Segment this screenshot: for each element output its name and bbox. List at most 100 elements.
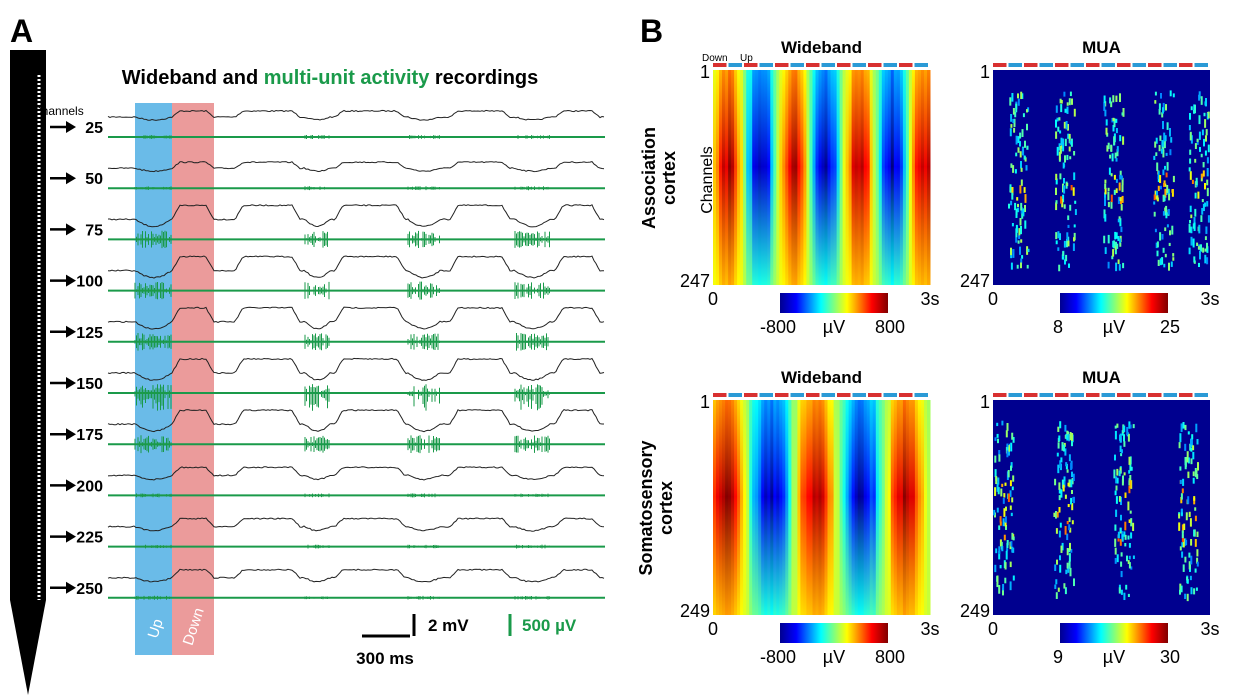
panel-label: A — [10, 13, 33, 49]
mua-cell — [1204, 150, 1207, 156]
mua-cell — [1019, 185, 1022, 194]
mua-cell — [1116, 423, 1119, 428]
heatmap-column — [914, 400, 919, 615]
mua-cell — [1189, 171, 1192, 180]
mua-cell — [1104, 214, 1107, 222]
heatmap-column — [782, 70, 786, 285]
mua-cell — [1004, 482, 1007, 486]
state-stripe — [1039, 393, 1053, 397]
mua-cell — [1154, 228, 1157, 233]
mua-cell — [1171, 189, 1174, 193]
state-stripe — [775, 63, 789, 67]
x-axis-start: 0 — [988, 289, 998, 309]
mua-cell — [1059, 98, 1062, 104]
mua-cell — [1189, 220, 1191, 224]
state-stripe — [883, 63, 897, 67]
mua-cell — [1156, 241, 1159, 248]
mua-trace — [134, 186, 550, 191]
mua-cell — [1064, 155, 1066, 163]
mua-cell — [1103, 95, 1106, 104]
arrow-head — [66, 530, 76, 543]
state-stripe — [1148, 393, 1162, 397]
arrow-head — [66, 325, 76, 338]
mua-cell — [1060, 545, 1063, 553]
colorbar-label: 8 — [1053, 317, 1063, 337]
mua-cell — [1059, 460, 1062, 468]
wideband-trace — [107, 466, 605, 481]
mua-cell — [1066, 154, 1069, 161]
mua-cell — [1108, 167, 1111, 175]
mua-cell — [1017, 147, 1020, 153]
map-background — [993, 400, 1210, 615]
mua-cell — [1123, 425, 1126, 433]
mua-cell — [1116, 468, 1119, 476]
mua-cell — [1172, 257, 1175, 261]
mua-cell — [1059, 130, 1062, 134]
state-stripe — [821, 393, 835, 397]
mua-cell — [1026, 123, 1028, 131]
heatmap-column — [830, 400, 834, 615]
mua-cell — [1156, 162, 1159, 171]
mua-cell — [1055, 178, 1058, 185]
mua-cell — [1009, 490, 1012, 497]
mua-cell — [1061, 198, 1064, 208]
mua-cell — [1058, 495, 1061, 501]
mua-cell — [1058, 530, 1061, 538]
state-stripe — [728, 393, 742, 397]
state-stripe — [1055, 393, 1069, 397]
mua-trace — [134, 544, 550, 549]
state-stripe — [1163, 393, 1177, 397]
mua-cell — [1205, 98, 1207, 107]
y-axis-top: 1 — [700, 392, 710, 412]
mua-cell — [1061, 479, 1064, 489]
mua-trace — [134, 135, 550, 139]
mua-cell — [1067, 240, 1070, 247]
mua-trace — [134, 384, 550, 411]
mua-cell — [1190, 226, 1193, 234]
mua-cell — [1115, 262, 1118, 272]
mua-cell — [1110, 144, 1113, 152]
mua-cell — [1190, 539, 1193, 546]
state-stripe — [914, 393, 928, 397]
mua-cell — [1194, 143, 1197, 150]
colorbar — [780, 623, 888, 643]
mua-cell — [1154, 141, 1157, 148]
y-axis-bottom: 249 — [960, 601, 990, 621]
mua-cell — [1123, 472, 1126, 476]
heatmap-column — [875, 70, 880, 285]
mua-cell — [1156, 250, 1159, 257]
mua-cell — [1067, 504, 1070, 508]
state-stripe — [1008, 63, 1022, 67]
map-background — [993, 70, 1210, 285]
mua-cell — [1020, 239, 1023, 243]
mua-cell — [1074, 200, 1077, 204]
mua-cell — [1067, 124, 1069, 131]
mua-trace — [134, 435, 550, 454]
mua-cell — [1163, 182, 1166, 187]
mua-cell — [1162, 121, 1164, 130]
mua-cell — [1204, 236, 1207, 241]
mua-cell — [1071, 98, 1073, 105]
mua-cell — [1002, 584, 1005, 591]
mua-cell — [1121, 195, 1124, 203]
wideband-trace — [108, 204, 605, 228]
mua-cell — [1165, 212, 1168, 219]
heatmap-column — [887, 70, 892, 285]
mua-cell — [1117, 196, 1120, 204]
mua-cell — [1060, 489, 1063, 498]
mua-cell — [1006, 540, 1009, 546]
up-label: Up — [145, 617, 167, 641]
heatmap-column — [869, 70, 874, 285]
mua-cell — [1055, 187, 1057, 196]
heatmap-column — [869, 400, 874, 615]
mua-cell — [1064, 138, 1067, 147]
mua-cell — [1201, 173, 1204, 179]
mua-cell — [1178, 522, 1181, 531]
mua-cell — [996, 583, 999, 588]
heatmap-column — [827, 70, 831, 285]
heatmap-column — [899, 400, 904, 615]
mua-cell — [1185, 539, 1188, 546]
heatmap-column — [908, 400, 913, 615]
mua-cell — [1180, 497, 1183, 504]
mua-cell — [1064, 526, 1067, 535]
